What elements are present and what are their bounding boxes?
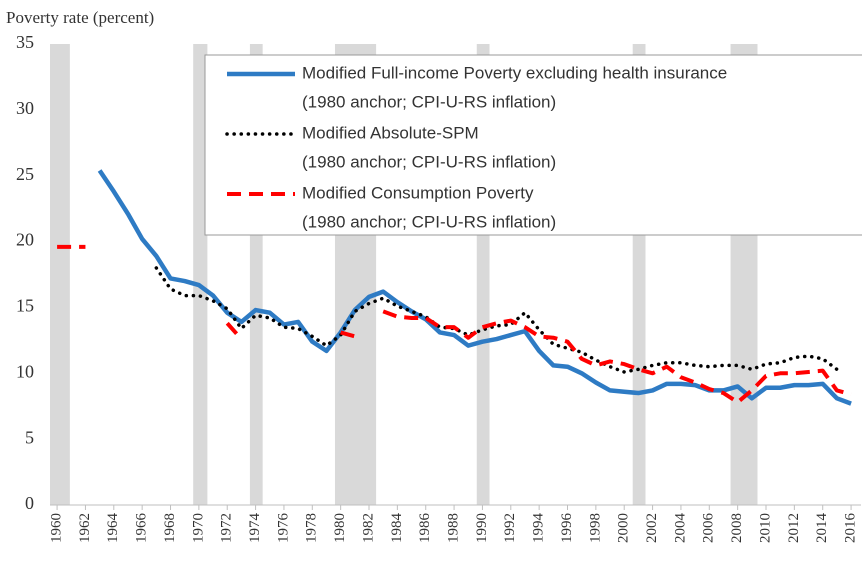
x-tick-label: 2006 (701, 513, 717, 544)
y-tick-label: 30 (16, 98, 34, 118)
x-tick-label: 1990 (474, 513, 490, 543)
legend-detail: (1980 anchor; CPI-U-RS inflation) (302, 152, 556, 171)
legend-label: Modified Full-income Poverty excluding h… (302, 63, 727, 82)
x-tick-label: 1992 (502, 513, 518, 543)
legend: Modified Full-income Poverty excluding h… (204, 54, 862, 236)
x-tick-label: 2016 (843, 513, 859, 544)
legend-label: Modified Consumption Poverty (302, 183, 534, 202)
x-tick-label: 1966 (134, 513, 150, 544)
x-tick-label: 1996 (559, 513, 575, 544)
y-axis-label: Poverty rate (percent) (6, 8, 154, 27)
y-tick-label: 15 (16, 296, 34, 316)
y-tick-label: 5 (25, 427, 34, 447)
x-tick-label: 1968 (162, 513, 178, 543)
x-tick-label: 1960 (49, 513, 65, 543)
legend-box (204, 54, 862, 236)
legend-detail: (1980 anchor; CPI-U-RS inflation) (302, 92, 556, 111)
y-tick-label: 0 (25, 493, 34, 513)
x-tick-label: 1974 (247, 513, 263, 544)
x-tick-label: 1962 (77, 513, 93, 543)
x-tick-label: 2000 (616, 513, 632, 543)
x-tick-label: 1964 (105, 513, 121, 544)
x-tick-label: 2014 (814, 513, 830, 544)
series-line (154, 266, 839, 374)
recession-band (193, 44, 208, 505)
x-tick-label: 1970 (190, 513, 206, 543)
y-tick-label: 20 (16, 230, 34, 250)
x-tick-label: 1978 (304, 513, 320, 543)
x-tick-label: 1984 (389, 513, 405, 544)
legend-label: Modified Absolute-SPM (302, 123, 479, 142)
series-line (97, 169, 852, 406)
x-tick-label: 1982 (360, 513, 376, 543)
x-tick-label: 2012 (786, 513, 802, 543)
legend-detail: (1980 anchor; CPI-U-RS inflation) (302, 212, 556, 231)
y-tick-label: 35 (16, 32, 34, 52)
x-tick-label: 1976 (275, 513, 291, 544)
x-tick-label: 1980 (332, 513, 348, 543)
y-tick-label: 25 (16, 164, 34, 184)
x-tick-label: 1998 (587, 513, 603, 543)
x-tick-label: 2002 (644, 513, 660, 543)
x-tick-label: 2004 (672, 513, 688, 544)
x-tick-label: 2008 (729, 513, 745, 543)
x-tick-label: 2010 (757, 513, 773, 543)
x-tick-label: 1988 (446, 513, 462, 543)
series-line (57, 244, 852, 405)
x-tick-label: 1972 (219, 513, 235, 543)
x-tick-label: 1986 (417, 513, 433, 544)
y-tick-label: 10 (16, 361, 34, 381)
x-tick-label: 1994 (531, 513, 547, 544)
recession-band (50, 44, 70, 505)
